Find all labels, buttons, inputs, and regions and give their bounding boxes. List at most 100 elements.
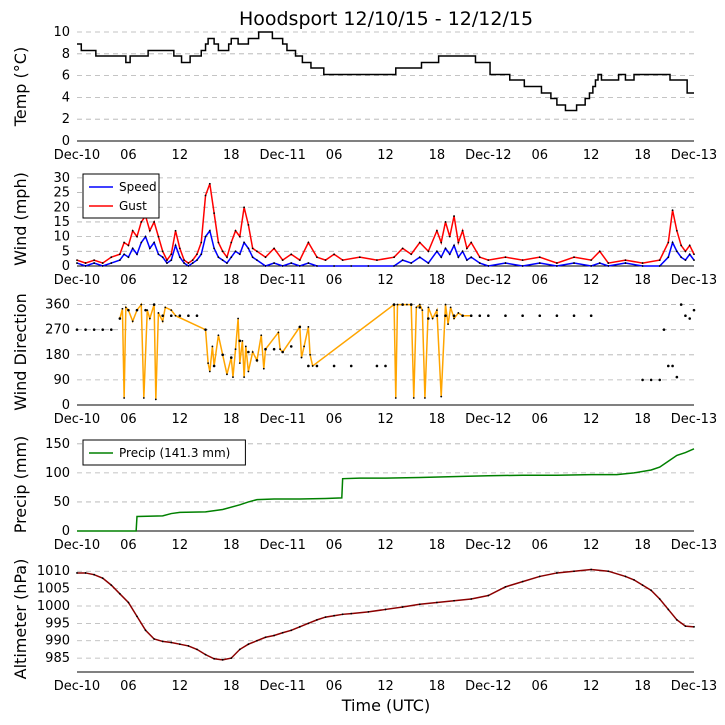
- data-point: [234, 250, 237, 253]
- y-tick-label: 0: [62, 134, 70, 149]
- y-tick-label: 270: [45, 323, 70, 338]
- data-point: [487, 314, 490, 318]
- data-point: [221, 353, 224, 357]
- data-point: [148, 229, 151, 232]
- data-point: [191, 262, 194, 264]
- x-tick-label: 06: [120, 679, 137, 694]
- y-tick-label: 360: [45, 298, 70, 313]
- data-point: [118, 253, 121, 256]
- data-point: [358, 256, 361, 259]
- data-point: [436, 309, 438, 312]
- data-point: [243, 376, 246, 379]
- data-point: [538, 256, 541, 259]
- data-point: [573, 262, 575, 264]
- data-point: [466, 247, 468, 250]
- data-point: [93, 259, 96, 262]
- data-point: [667, 608, 670, 611]
- data-point: [436, 229, 438, 232]
- data-point: [453, 599, 455, 602]
- data-point: [226, 256, 228, 259]
- data-point: [212, 364, 216, 368]
- x-tick-label: 12: [172, 273, 189, 288]
- data-point: [478, 256, 481, 259]
- data-point: [123, 253, 126, 256]
- data-point: [183, 262, 186, 264]
- data-point: [234, 348, 237, 351]
- data-point: [170, 259, 173, 262]
- x-tick-label: 06: [326, 273, 343, 288]
- x-tick-label: 12: [583, 412, 600, 427]
- data-point: [136, 253, 138, 256]
- data-point: [684, 314, 687, 318]
- data-point: [238, 339, 242, 343]
- data-point: [349, 364, 353, 368]
- y-tick-label: 10: [53, 230, 70, 245]
- data-point: [178, 247, 181, 250]
- y-tick-label: 0: [62, 259, 70, 274]
- data-point: [264, 265, 267, 267]
- data-point: [208, 229, 211, 232]
- data-point: [110, 256, 113, 259]
- data-point: [303, 345, 305, 348]
- data-point: [264, 636, 267, 639]
- data-point: [448, 235, 451, 238]
- data-point: [247, 643, 250, 646]
- x-tick-label: 06: [120, 538, 137, 553]
- x-tick-label: 18: [223, 412, 240, 427]
- x-tick-label: 18: [429, 538, 446, 553]
- data-point: [161, 250, 164, 253]
- data-point: [170, 309, 173, 312]
- data-point: [101, 265, 104, 267]
- data-point: [272, 347, 276, 351]
- data-point: [273, 247, 275, 250]
- x-tick-label: 18: [223, 679, 240, 694]
- x-tick-label: Dec-10: [54, 273, 100, 288]
- data-point: [195, 314, 199, 318]
- data-point: [204, 653, 207, 656]
- data-point: [521, 580, 524, 583]
- data-point: [693, 253, 695, 256]
- data-point: [127, 601, 130, 604]
- x-tick-label: Dec-13: [671, 273, 717, 288]
- data-point: [410, 253, 413, 256]
- data-point: [350, 265, 353, 267]
- data-point: [675, 375, 679, 379]
- data-point: [251, 351, 254, 353]
- data-point: [427, 317, 430, 320]
- data-point: [504, 585, 507, 588]
- data-point: [208, 370, 211, 373]
- series-wdir-line: [119, 302, 472, 400]
- data-point: [76, 572, 78, 574]
- data-point: [273, 262, 275, 264]
- data-point: [230, 241, 233, 244]
- data-point: [230, 657, 233, 659]
- data-point: [590, 259, 593, 262]
- data-point: [307, 364, 310, 368]
- data-point: [470, 256, 473, 259]
- x-tick-label: 18: [634, 273, 651, 288]
- data-point: [671, 241, 674, 244]
- data-point: [164, 306, 167, 309]
- x-tick-label: 18: [634, 148, 651, 163]
- data-point: [658, 265, 661, 267]
- y-tick-label: 90: [53, 373, 70, 388]
- data-point: [251, 256, 254, 259]
- data-point: [230, 256, 233, 259]
- series-speed-markers: [76, 229, 695, 267]
- legend: Precip (141.3 mm): [82, 439, 246, 466]
- data-point: [444, 303, 447, 306]
- x-tick-label: 18: [429, 679, 446, 694]
- x-tick-label: 12: [172, 148, 189, 163]
- x-tick-label: Dec-13: [671, 679, 717, 694]
- y-tick-label: 1000: [37, 599, 70, 614]
- data-point: [453, 317, 455, 320]
- data-point: [478, 262, 481, 264]
- data-point: [607, 262, 610, 264]
- legend: Speed Gust: [82, 173, 160, 219]
- x-tick-label: 12: [583, 679, 600, 694]
- data-point: [118, 259, 121, 262]
- data-point: [290, 253, 293, 256]
- data-point: [211, 345, 214, 348]
- data-point: [136, 615, 138, 618]
- y-tick-label: 8: [62, 47, 70, 62]
